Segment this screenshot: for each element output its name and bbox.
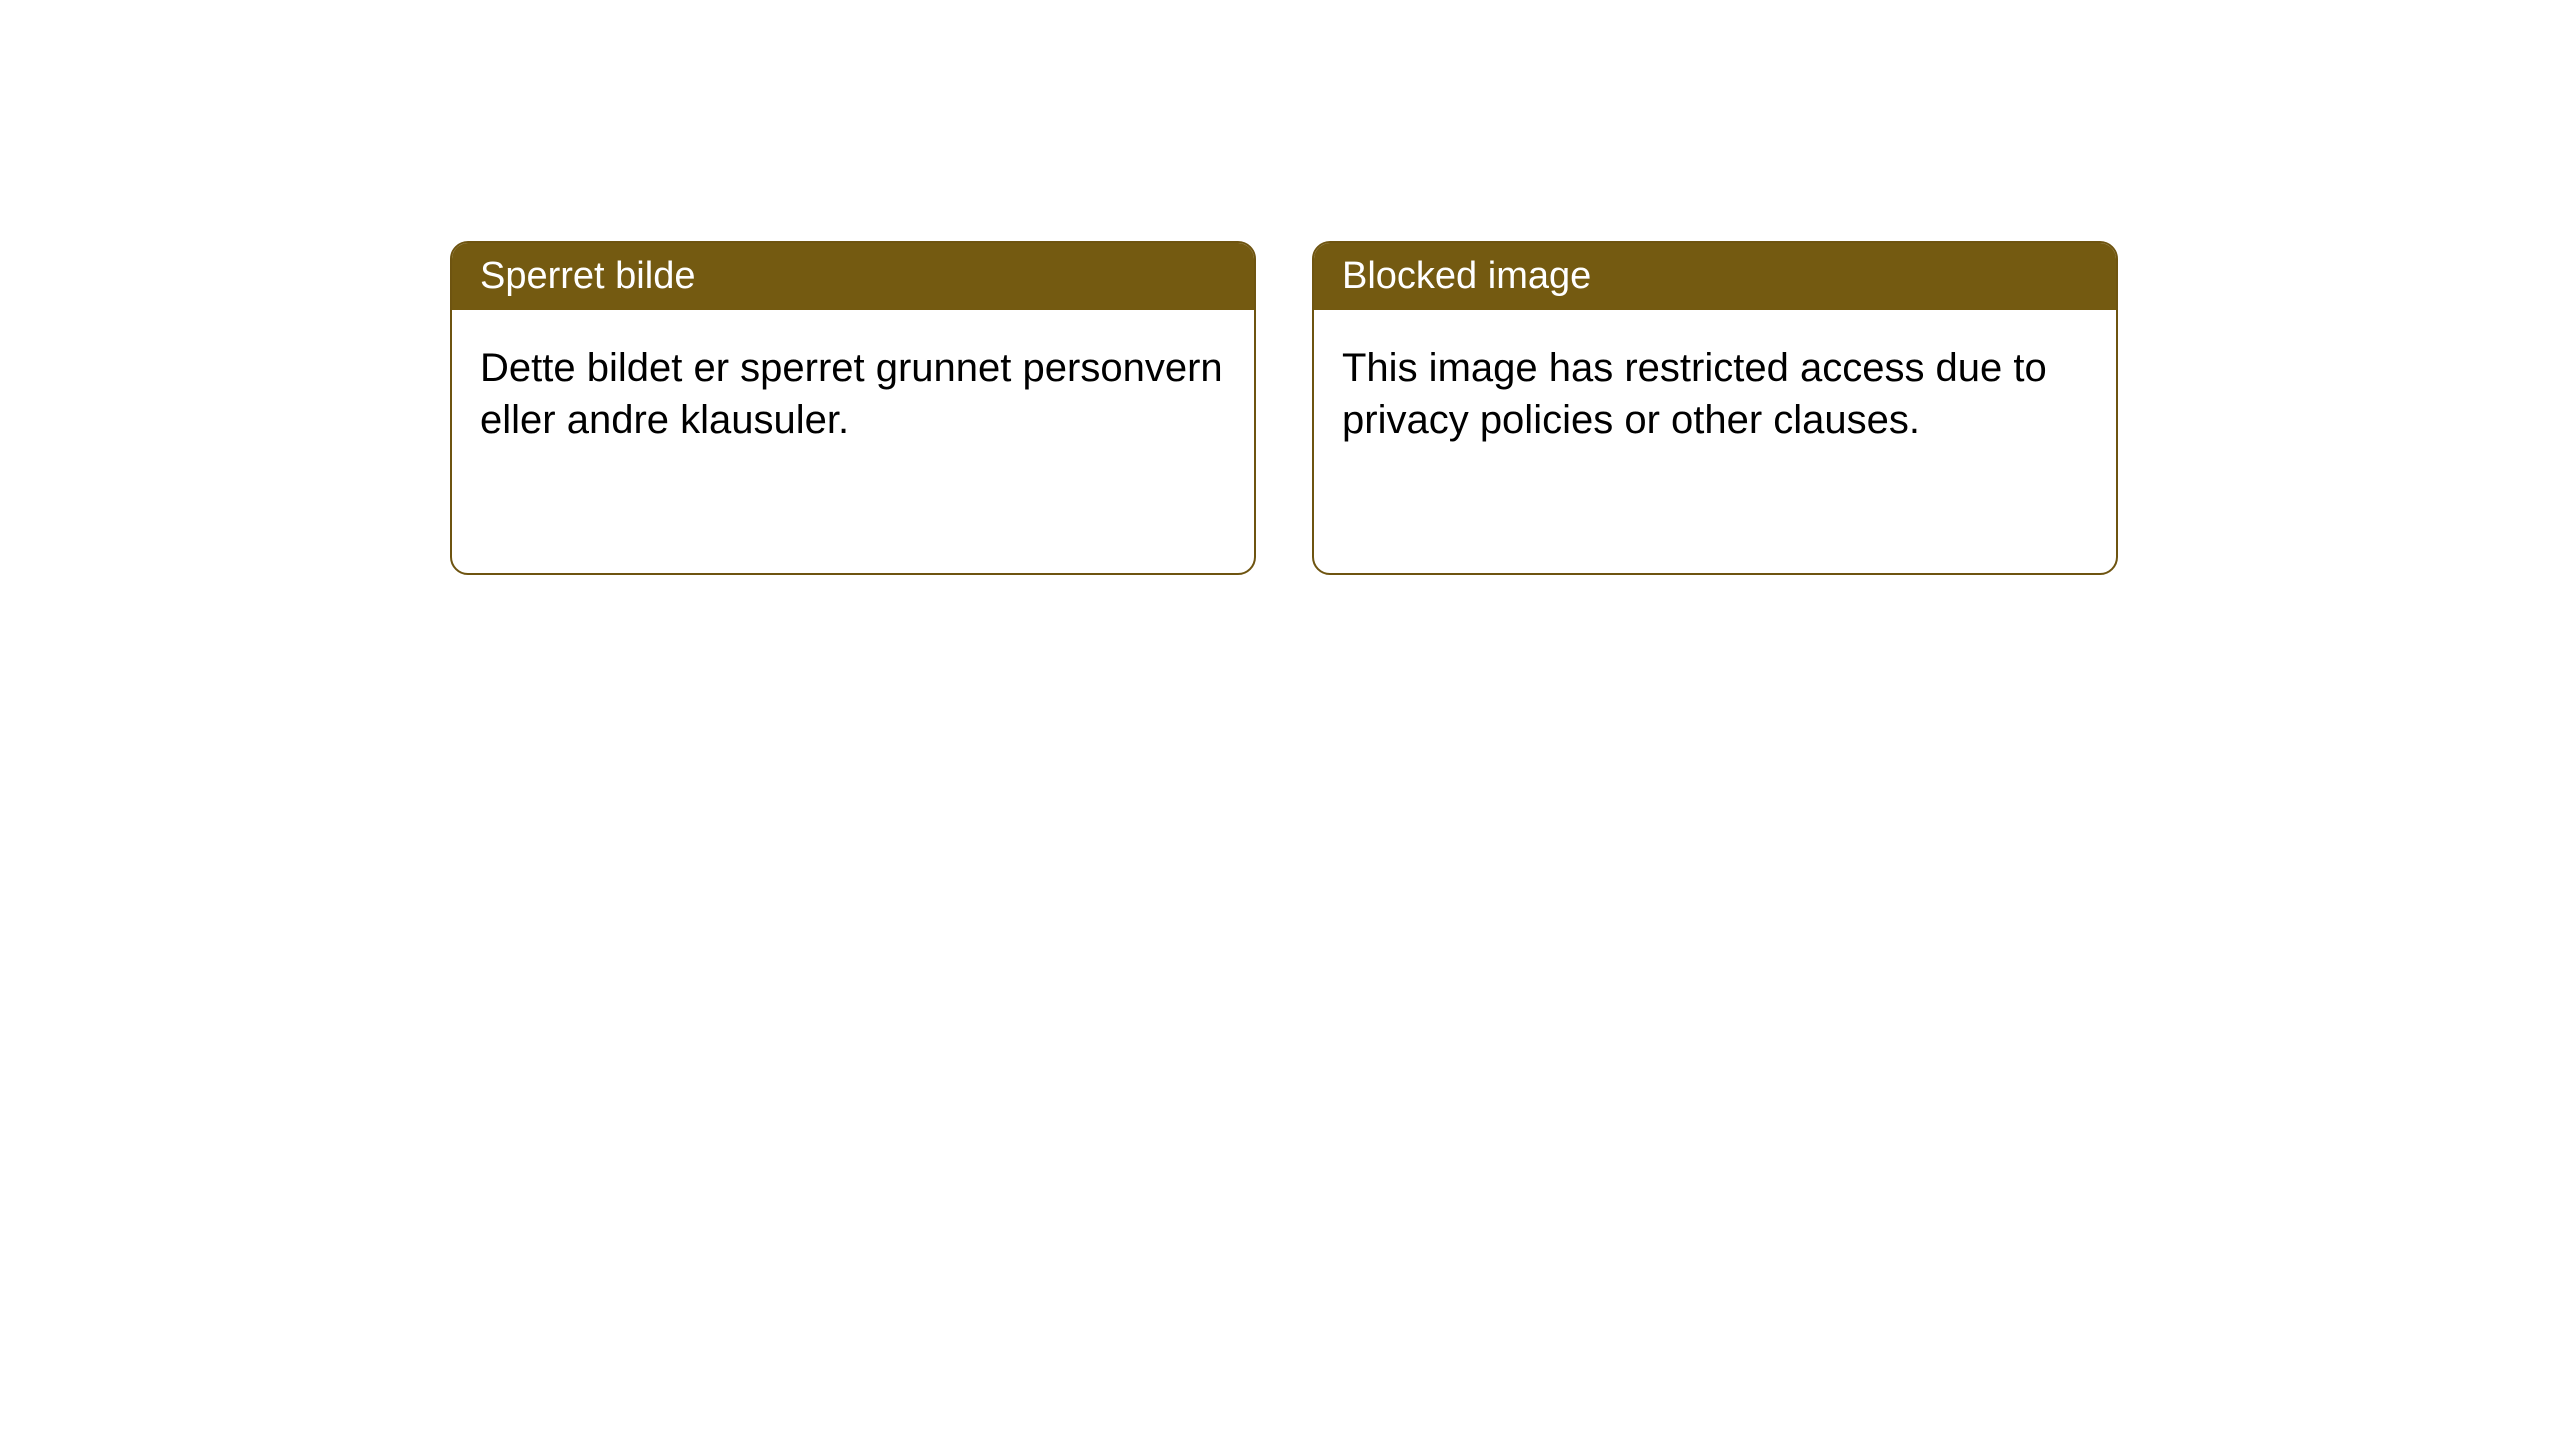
notice-card-english: Blocked image This image has restricted … xyxy=(1312,241,2118,575)
notice-card-norwegian: Sperret bilde Dette bildet er sperret gr… xyxy=(450,241,1256,575)
notice-body: This image has restricted access due to … xyxy=(1314,310,2116,474)
notice-body: Dette bildet er sperret grunnet personve… xyxy=(452,310,1254,474)
notice-text: This image has restricted access due to … xyxy=(1342,346,2047,442)
notice-header: Blocked image xyxy=(1314,243,2116,310)
notice-title: Sperret bilde xyxy=(480,255,695,297)
notice-title: Blocked image xyxy=(1342,255,1591,297)
notice-header: Sperret bilde xyxy=(452,243,1254,310)
notice-container: Sperret bilde Dette bildet er sperret gr… xyxy=(0,0,2560,575)
notice-text: Dette bildet er sperret grunnet personve… xyxy=(480,346,1223,442)
